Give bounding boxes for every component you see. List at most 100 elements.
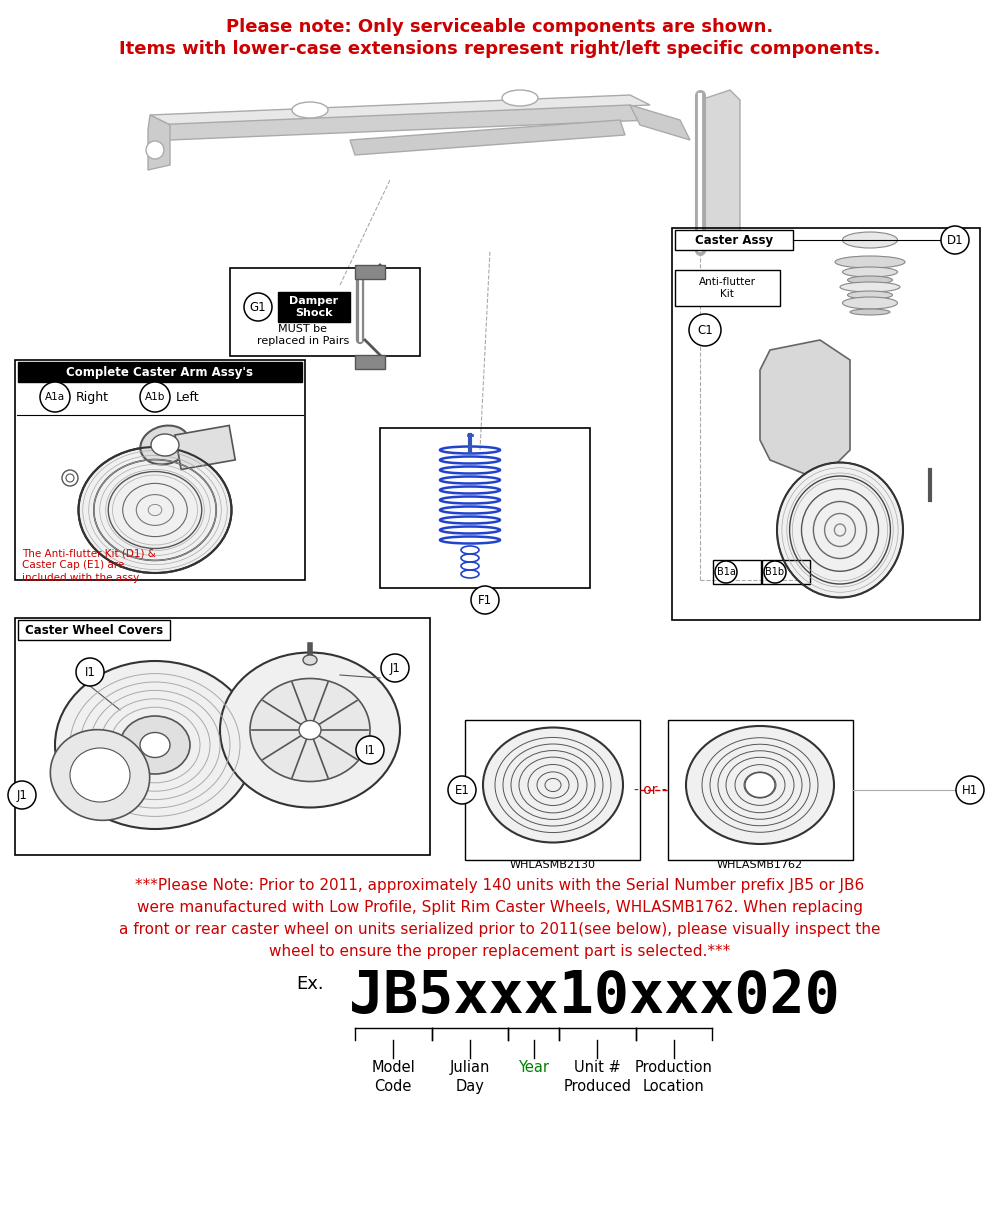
Polygon shape (700, 90, 740, 250)
Ellipse shape (120, 716, 190, 774)
Ellipse shape (303, 655, 317, 666)
Ellipse shape (956, 777, 984, 805)
Polygon shape (150, 95, 650, 126)
Text: Caster Wheel Covers: Caster Wheel Covers (25, 623, 163, 636)
Ellipse shape (715, 561, 737, 583)
Polygon shape (630, 105, 690, 140)
Ellipse shape (292, 102, 328, 118)
Text: ***Please Note: Prior to 2011, approximately 140 units with the Serial Number pr: ***Please Note: Prior to 2011, approxima… (135, 878, 865, 894)
Ellipse shape (78, 447, 232, 573)
Bar (18, 620, 170, 640)
Text: B1b: B1b (765, 567, 785, 577)
Ellipse shape (448, 777, 476, 805)
Polygon shape (760, 340, 850, 480)
Ellipse shape (502, 90, 538, 106)
Ellipse shape (471, 586, 499, 614)
Ellipse shape (244, 293, 272, 321)
Ellipse shape (140, 425, 190, 464)
Ellipse shape (764, 561, 786, 583)
Bar (713, 560, 761, 584)
Polygon shape (350, 119, 625, 155)
Ellipse shape (745, 773, 775, 797)
Ellipse shape (356, 736, 384, 764)
Text: B1a: B1a (717, 567, 735, 577)
Text: I1: I1 (85, 666, 95, 679)
Ellipse shape (689, 315, 721, 346)
Ellipse shape (8, 781, 36, 809)
Ellipse shape (850, 308, 890, 315)
Bar (380, 428, 590, 588)
Text: MUST be
replaced in Pairs: MUST be replaced in Pairs (257, 324, 349, 346)
Ellipse shape (250, 679, 370, 781)
Bar (175, 425, 235, 469)
Ellipse shape (62, 471, 78, 486)
Text: F1: F1 (478, 594, 492, 607)
Text: were manufactured with Low Profile, Split Rim Caster Wheels, WHLASMB1762. When r: were manufactured with Low Profile, Spli… (137, 900, 863, 915)
Ellipse shape (146, 141, 164, 158)
Text: H1: H1 (962, 784, 978, 796)
Bar (18, 362, 302, 382)
Text: Please note: Only serviceable components are shown.: Please note: Only serviceable components… (226, 18, 774, 37)
Ellipse shape (50, 730, 150, 820)
Text: Caster Assy: Caster Assy (695, 234, 773, 246)
Ellipse shape (686, 727, 834, 844)
Text: Anti-flutter
Kit: Anti-flutter Kit (698, 277, 756, 299)
Ellipse shape (941, 226, 969, 254)
Bar (15, 618, 430, 855)
Text: JB5xxx10xxx020: JB5xxx10xxx020 (349, 968, 841, 1025)
Text: I1: I1 (365, 744, 375, 757)
Text: A1a: A1a (45, 393, 65, 402)
Text: wheel to ensure the proper replacement part is selected.***: wheel to ensure the proper replacement p… (269, 944, 731, 959)
Text: Model
Code: Model Code (371, 1061, 415, 1093)
Bar (355, 355, 385, 369)
Ellipse shape (140, 733, 170, 757)
Ellipse shape (381, 655, 409, 681)
Ellipse shape (777, 462, 903, 597)
Bar (230, 268, 420, 356)
Ellipse shape (299, 720, 321, 740)
Ellipse shape (842, 297, 898, 308)
Text: Unit #
Produced: Unit # Produced (563, 1061, 631, 1093)
Text: Complete Caster Arm Assy's: Complete Caster Arm Assy's (66, 366, 254, 379)
Ellipse shape (483, 728, 623, 842)
Ellipse shape (842, 267, 898, 277)
Bar (672, 228, 980, 620)
Ellipse shape (140, 382, 170, 412)
Text: The Anti-flutter Kit (D1) &
Caster Cap (E1) are
included with the assy.: The Anti-flutter Kit (D1) & Caster Cap (… (22, 549, 156, 583)
Text: J1: J1 (17, 789, 27, 802)
Bar (668, 720, 853, 859)
Text: J1: J1 (390, 662, 400, 674)
Bar (675, 269, 780, 306)
Ellipse shape (70, 748, 130, 802)
Text: WHLASMB2130: WHLASMB2130 (510, 859, 596, 870)
Text: Ex.: Ex. (296, 975, 324, 993)
Ellipse shape (835, 256, 905, 268)
Ellipse shape (55, 661, 255, 829)
Bar (355, 265, 385, 279)
Ellipse shape (840, 282, 900, 293)
Bar (465, 720, 640, 859)
Text: Items with lower-case extensions represent right/left specific components.: Items with lower-case extensions represe… (119, 40, 881, 59)
Text: a front or rear caster wheel on units serialized prior to 2011(see below), pleas: a front or rear caster wheel on units se… (119, 922, 881, 937)
Bar (675, 230, 793, 250)
Polygon shape (148, 115, 170, 169)
Text: C1: C1 (697, 323, 713, 336)
Text: Production
Location: Production Location (635, 1061, 713, 1093)
Bar (762, 560, 810, 584)
Ellipse shape (76, 658, 104, 686)
Text: Right: Right (76, 390, 109, 403)
Text: G1: G1 (250, 301, 266, 313)
Text: E1: E1 (455, 784, 469, 796)
Ellipse shape (848, 291, 893, 299)
Ellipse shape (40, 382, 70, 412)
Ellipse shape (220, 652, 400, 807)
Polygon shape (150, 105, 650, 140)
Ellipse shape (151, 434, 179, 456)
Ellipse shape (842, 232, 898, 247)
Text: Left: Left (176, 390, 200, 403)
Text: D1: D1 (947, 234, 963, 246)
Text: WHLASMB1762: WHLASMB1762 (717, 859, 803, 870)
Text: Year: Year (518, 1061, 549, 1075)
Bar (15, 360, 305, 580)
Bar (278, 293, 350, 322)
